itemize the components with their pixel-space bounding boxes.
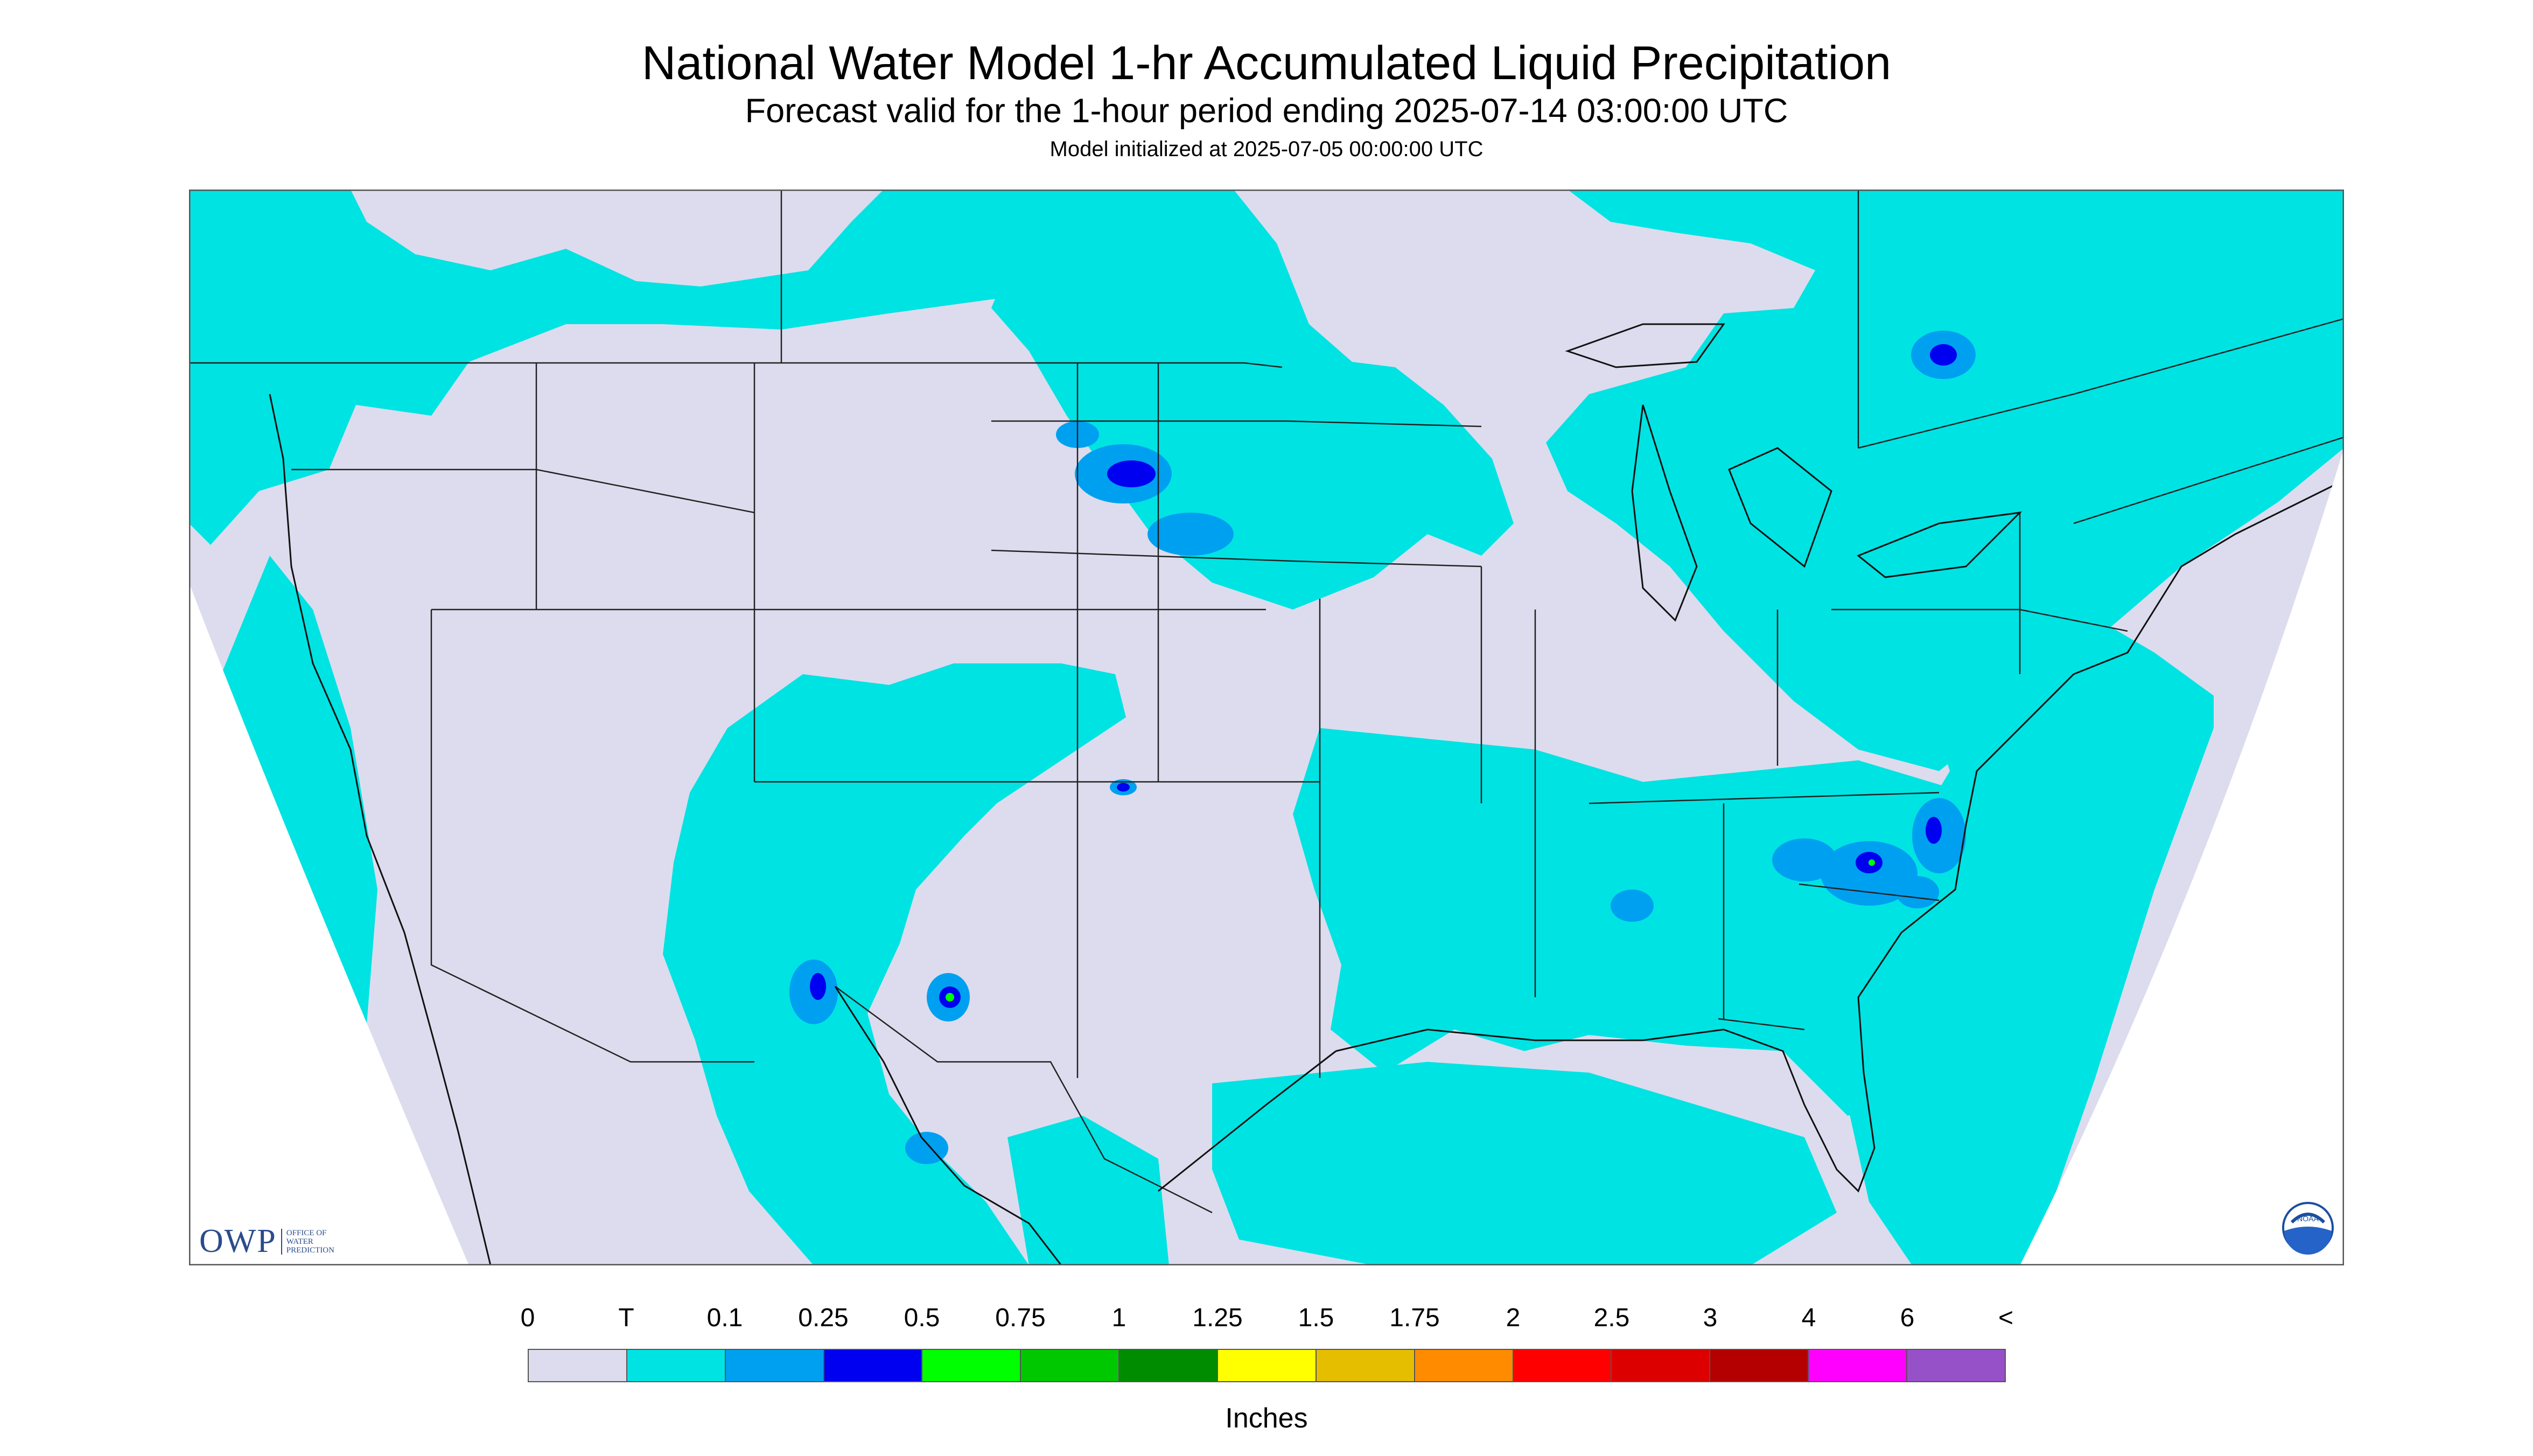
legend-swatch	[1021, 1350, 1120, 1381]
model-init-text: Model initialized at 2025-07-05 00:00:00…	[1049, 137, 1484, 161]
legend-label: 1	[1111, 1304, 1126, 1332]
legend-swatch	[1119, 1350, 1219, 1381]
legend-label: 0.25	[798, 1304, 849, 1332]
legend-swatch	[1316, 1350, 1415, 1381]
legend-swatch	[1218, 1350, 1317, 1381]
legend-swatch	[1415, 1350, 1514, 1381]
legend-swatch	[922, 1350, 1021, 1381]
moderate-precip-areas	[810, 344, 1957, 1008]
legend-label: T	[618, 1304, 634, 1332]
legend-swatch	[725, 1350, 824, 1381]
owp-sub-line: PREDICTION	[286, 1245, 334, 1255]
legend-swatch	[1907, 1350, 2005, 1381]
map-subtitle: Forecast valid for the 1-hour period end…	[745, 92, 1788, 130]
legend-label: 1.25	[1192, 1304, 1243, 1332]
legend-swatch	[1710, 1350, 1809, 1381]
owp-sub-line: WATER	[286, 1237, 313, 1246]
political-boundaries	[189, 190, 2344, 1214]
owp-logo: OWP OFFICE OF WATER PREDICTION	[199, 1222, 334, 1261]
noaa-logo-text: NOAA	[2297, 1214, 2319, 1223]
coastlines	[269, 323, 2344, 1265]
legend-swatch	[1612, 1350, 1711, 1381]
noaa-logo: NOAA	[2282, 1202, 2334, 1255]
map-title: National Water Model 1-hr Accumulated Li…	[641, 36, 1892, 89]
legend-swatch	[824, 1350, 923, 1381]
legend-label: 0.5	[904, 1304, 940, 1332]
precipitation-map	[189, 190, 2344, 1265]
legend-label: 0	[520, 1304, 535, 1332]
legend-label: <	[1998, 1304, 2014, 1332]
legend-swatch	[627, 1350, 726, 1381]
legend-swatch	[1809, 1350, 1908, 1381]
legend-label: 6	[1900, 1304, 1915, 1332]
legend-label: 2.5	[1593, 1304, 1630, 1332]
legend-label: 0.1	[706, 1304, 743, 1332]
legend-label: 0.75	[995, 1304, 1046, 1332]
legend-colorbar	[528, 1349, 2006, 1382]
legend-swatch	[1513, 1350, 1612, 1381]
legend-label: 1.5	[1298, 1304, 1334, 1332]
map-frame	[189, 190, 2344, 1265]
legend-labels: 0 T 0.1 0.25 0.5 0.75 1 1.25 1.5 1.75 2 2.5 3 4 6 <	[521, 1303, 2013, 1335]
legend-label: 2	[1506, 1304, 1521, 1332]
owp-logo-subtext: OFFICE OF WATER PREDICTION	[281, 1228, 334, 1255]
legend-label: 3	[1703, 1304, 1718, 1332]
legend-label: 4	[1801, 1304, 1816, 1332]
legend-swatch	[529, 1350, 627, 1381]
heavy-precip-spots	[946, 859, 1875, 1002]
legend-label: 1.75	[1389, 1304, 1440, 1332]
owp-sub-line: OFFICE OF	[286, 1228, 327, 1237]
owp-logo-text: OWP	[199, 1223, 277, 1259]
legend-units: Inches	[1225, 1403, 1308, 1434]
